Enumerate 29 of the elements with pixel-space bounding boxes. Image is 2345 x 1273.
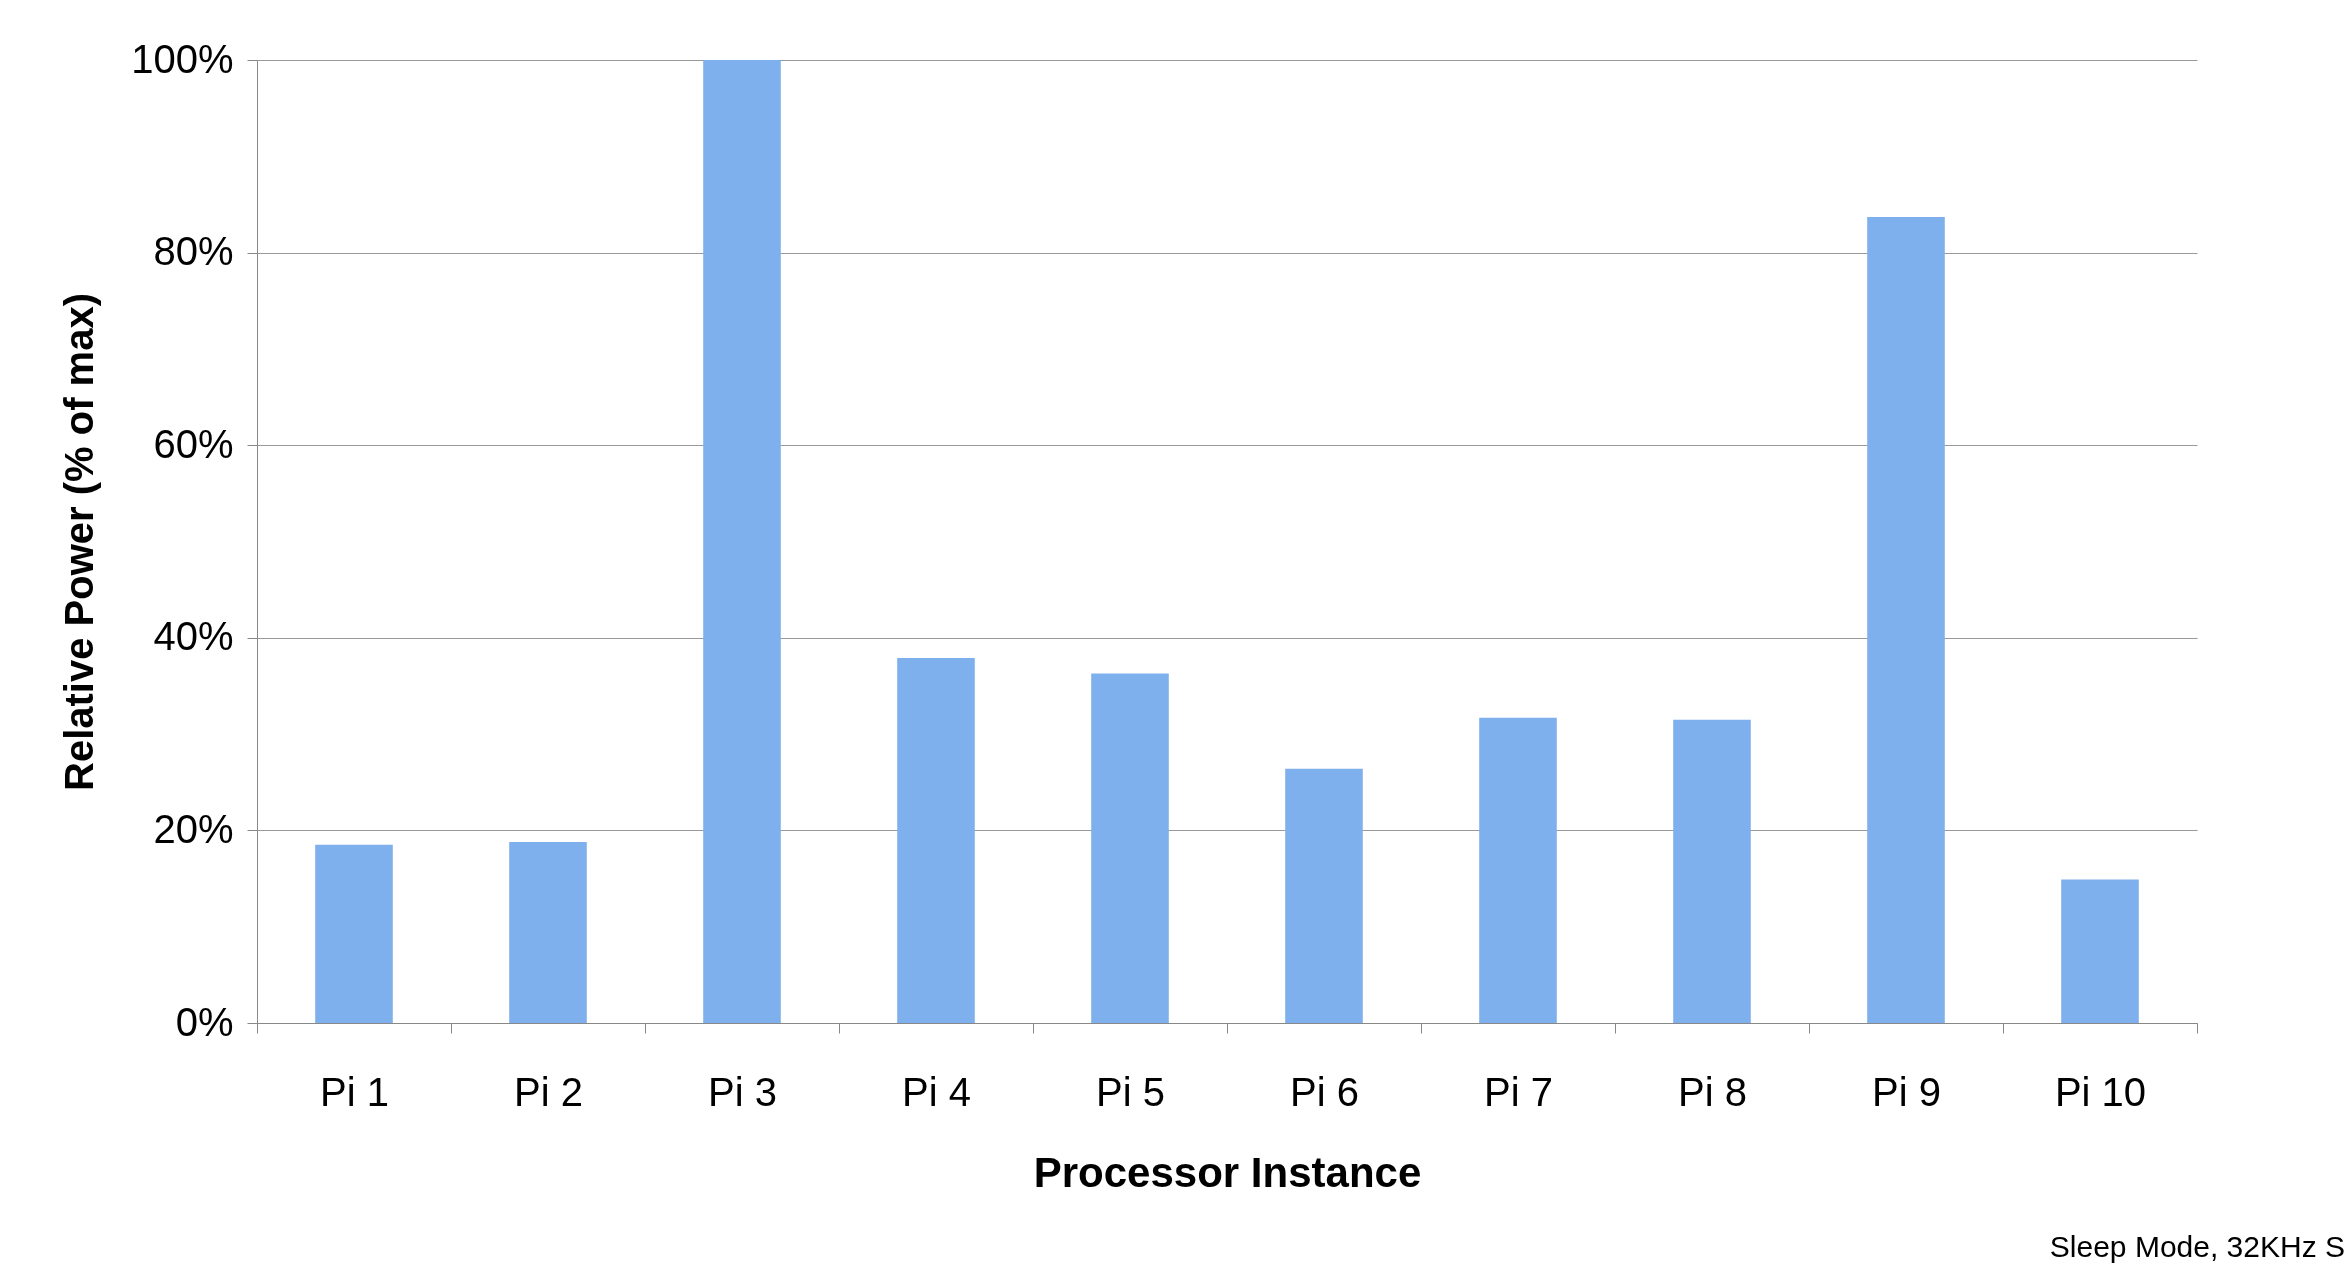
y-tick-label: 60% — [153, 421, 234, 466]
bar — [2061, 879, 2139, 1023]
bar — [703, 60, 781, 1023]
y-tick-label: 100% — [131, 36, 234, 81]
bar — [315, 844, 393, 1023]
x-tick-label: Pi 3 — [708, 1069, 777, 1114]
bar — [509, 841, 587, 1023]
x-tick-label: Pi 7 — [1484, 1069, 1553, 1114]
x-axis-title: Processor Instance — [1033, 1148, 1422, 1196]
y-tick-label: 40% — [153, 614, 234, 659]
x-tick-label: Pi 6 — [1290, 1069, 1359, 1114]
x-tick-label: Pi 10 — [2054, 1069, 2147, 1114]
y-tick-label: 20% — [153, 806, 234, 851]
bar — [897, 658, 975, 1023]
x-tick-label: Pi 9 — [1872, 1069, 1941, 1114]
x-tick-label: Pi 1 — [320, 1069, 389, 1114]
y-tick-label: 0% — [175, 999, 234, 1044]
x-tick-label: Pi 2 — [514, 1069, 583, 1114]
y-tick-label: 80% — [153, 229, 234, 274]
bar — [1867, 216, 1945, 1023]
x-tick-label: Pi 5 — [1096, 1069, 1165, 1114]
text: Sleep Mode, 32KHz S — [2049, 1230, 2345, 1264]
x-tick-label: Pi 8 — [1678, 1069, 1747, 1114]
x-tick-label: Pi 4 — [902, 1069, 971, 1114]
bar — [1285, 768, 1363, 1023]
bar — [1479, 717, 1557, 1023]
bar — [1091, 673, 1169, 1023]
y-axis-title: Relative Power (% of max) — [57, 293, 102, 791]
bar — [1673, 719, 1751, 1023]
